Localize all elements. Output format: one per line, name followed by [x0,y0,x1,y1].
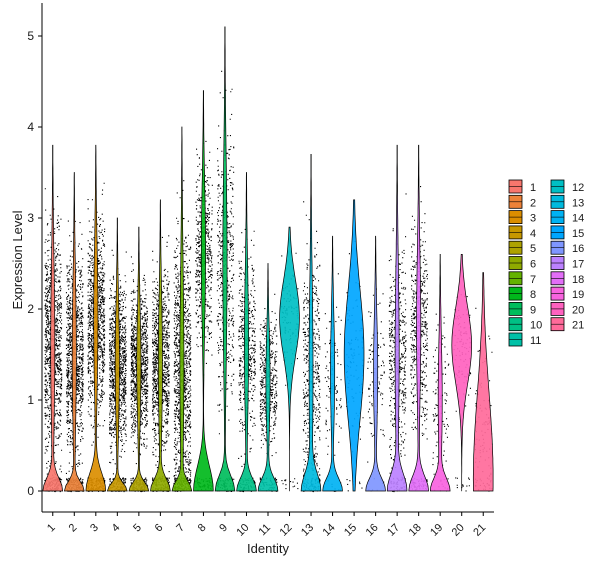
legend-label-6: 6 [530,259,536,271]
jitter-points-6 [152,235,170,492]
legend-label-17: 17 [572,259,584,271]
violins [42,26,494,492]
violin-4 [106,217,128,492]
x-tick-label: 8 [196,522,209,535]
x-tick-label: 10 [234,522,251,539]
y-tick-label: 2 [27,302,34,316]
x-tick-label: 17 [385,522,402,539]
x-tick-label: 14 [321,522,338,539]
legend-label-12: 12 [572,182,584,194]
legend-label-2: 2 [530,197,536,209]
y-axis-label: Expression Level [10,210,25,309]
legend-label-10: 10 [530,320,542,332]
x-axis-label: Identity [247,541,289,556]
x-tick-label: 7 [174,522,187,535]
violin-10 [236,172,257,492]
jitter-points-11 [259,293,278,492]
legend-label-11: 11 [530,335,541,347]
violin-1 [42,144,64,492]
x-tick-label: 4 [110,522,123,535]
legend-label-19: 19 [572,289,584,301]
violin-19 [429,254,451,492]
legend-label-3: 3 [530,213,536,225]
legend-label-8: 8 [530,289,536,301]
violin-3 [85,144,107,492]
violin-6 [150,199,171,492]
y-tick-label: 5 [27,29,34,43]
y-tick-label: 0 [27,484,34,498]
x-tick-label: 21 [471,522,488,539]
x-tick-label: 9 [217,522,230,535]
x-tick-label: 6 [153,522,166,535]
violin-2 [63,172,85,492]
violin-11 [257,263,279,492]
legend-label-21: 21 [572,320,584,332]
legend-label-13: 13 [572,197,584,209]
x-tick-label: 1 [45,522,58,535]
legend-label-9: 9 [530,304,536,316]
x-tick-label: 16 [364,522,381,539]
x-tick-label: 12 [277,522,294,539]
violin-15 [343,199,365,492]
violin-18 [408,144,429,492]
y-tick-label: 1 [27,393,34,407]
y-tick-label: 4 [27,120,34,134]
legend-label-5: 5 [530,243,536,255]
x-tick-label: 18 [407,522,424,539]
violin-21 [472,272,494,492]
violin-13 [300,153,322,492]
violin-8 [193,90,214,492]
violin-7 [171,126,193,492]
legend-label-14: 14 [572,213,584,225]
jitter-points-2 [65,220,84,493]
jitter-points-4 [108,249,127,493]
jitter-points-18 [410,186,429,491]
legend-label-4: 4 [530,228,536,240]
x-tick-label: 3 [88,522,101,535]
violin-17 [386,144,408,492]
x-tick-label: 11 [257,522,274,539]
violin-12 [279,226,300,492]
violin-5 [128,226,150,492]
x-tick-label: 13 [299,522,316,539]
legend-label-15: 15 [572,228,584,240]
legend-label-1: 1 [530,182,536,194]
x-tick-label: 15 [342,522,359,539]
violin-9 [214,26,236,492]
jitter-points-8 [195,140,213,491]
legend-label-18: 18 [572,274,584,286]
legend-label-20: 20 [572,304,584,316]
x-tick-label: 5 [131,522,144,535]
violin-16 [365,235,386,492]
x-tick-label: 2 [67,522,80,535]
y-ticks: 0 1 2 3 4 5 [27,29,42,498]
x-ticks: 1 2 3 4 5 6 7 8 9 10 11 12 13 14 15 16 17 18 19 20 21 [45,512,488,539]
violin-20 [451,254,472,492]
x-tick-label: 20 [450,522,467,539]
x-tick-label: 19 [428,522,445,539]
violin-14 [322,235,343,492]
legend-label-16: 16 [572,243,584,255]
legend-label-7: 7 [530,274,536,286]
y-tick-label: 3 [27,211,34,225]
jitter-points-10 [238,228,256,493]
